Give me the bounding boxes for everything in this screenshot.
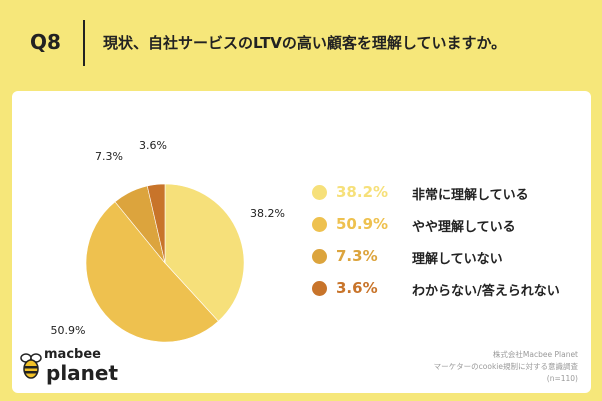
source-survey: マーケターのcookie規制に対する意識調査 <box>433 362 578 371</box>
legend-label: やや理解している <box>412 220 516 235</box>
pie-slice-2 <box>85 201 219 343</box>
legend-label: 理解していない <box>412 252 503 267</box>
pie-slice-4 <box>146 183 166 264</box>
legend-swatch <box>312 217 327 232</box>
header-divider <box>83 20 85 66</box>
source-company: 株式会社Macbee Planet <box>492 350 578 359</box>
source-note: 株式会社Macbee Planet マーケターのcookie規制に対する意識調査… <box>434 349 578 385</box>
slice-value-label-3: 7.3% <box>95 150 123 163</box>
pie-chart: 38.2% 50.9% 7.3% 3.6% <box>51 139 285 343</box>
legend-percent: 50.9% <box>336 215 389 233</box>
legend-percent: 7.3% <box>336 247 378 265</box>
legend-label: 非常に理解している <box>412 188 529 203</box>
legend-percent: 38.2% <box>336 183 389 201</box>
legend-label: わからない/答えられない <box>412 284 560 299</box>
bee-icon <box>20 353 42 379</box>
chart-card: 38.2% 50.9% 7.3% 3.6% 38.2% 非常に理解している 50.9% やや… <box>12 91 591 393</box>
legend-swatch <box>312 185 327 200</box>
slice-value-label-2: 50.9% <box>51 324 86 337</box>
source-sample-size: (n=110) <box>546 374 578 383</box>
logo-planet-text: planet <box>46 361 119 385</box>
header: Q8 現状、自社サービスのLTVの高い顧客を理解していますか。 <box>0 0 602 90</box>
question-number: Q8 <box>30 30 61 54</box>
pie-slice-1 <box>164 183 245 322</box>
legend-swatch <box>312 249 327 264</box>
question-text: 現状、自社サービスのLTVの高い顧客を理解していますか。 <box>103 34 507 52</box>
slice-value-label-4: 3.6% <box>139 139 167 152</box>
slice-value-label-1: 38.2% <box>250 207 285 220</box>
legend-percent: 3.6% <box>336 279 378 297</box>
logo-macbee-text: macbee <box>44 347 101 362</box>
legend-swatch <box>312 281 327 296</box>
